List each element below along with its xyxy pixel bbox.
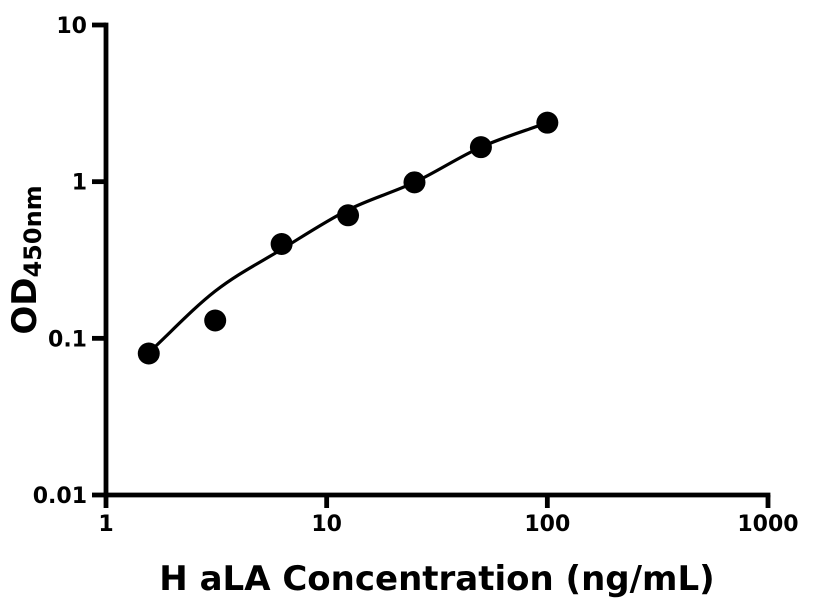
data-point	[137, 342, 160, 365]
data-point	[536, 111, 559, 134]
y-tick-label: 1	[72, 171, 87, 196]
data-point	[270, 233, 293, 256]
y-tick-label: 10	[56, 14, 87, 39]
x-tick-label: 100	[524, 512, 570, 537]
data-point	[337, 204, 360, 227]
data-point	[469, 136, 492, 159]
x-tick-label: 1000	[737, 512, 798, 537]
data-layer	[137, 111, 559, 365]
x-tick-label: 1	[98, 512, 113, 537]
x-axis-title: H aLA Concentration (ng/mL)	[159, 559, 714, 599]
tick-labels-layer: 0.01 0.1 1 10 1 10 100 1000	[33, 14, 799, 537]
y-tick-label: 0.1	[48, 327, 87, 352]
y-tick-label: 0.01	[33, 484, 87, 509]
y-axis-title: OD450nm	[5, 185, 47, 334]
axes-layer	[92, 22, 771, 508]
x-tick-label: 10	[311, 512, 342, 537]
y-axis-title-subscript: 450nm	[19, 185, 47, 277]
data-point	[403, 171, 426, 194]
y-axis-title-main: OD	[5, 278, 45, 335]
data-point	[204, 309, 227, 332]
